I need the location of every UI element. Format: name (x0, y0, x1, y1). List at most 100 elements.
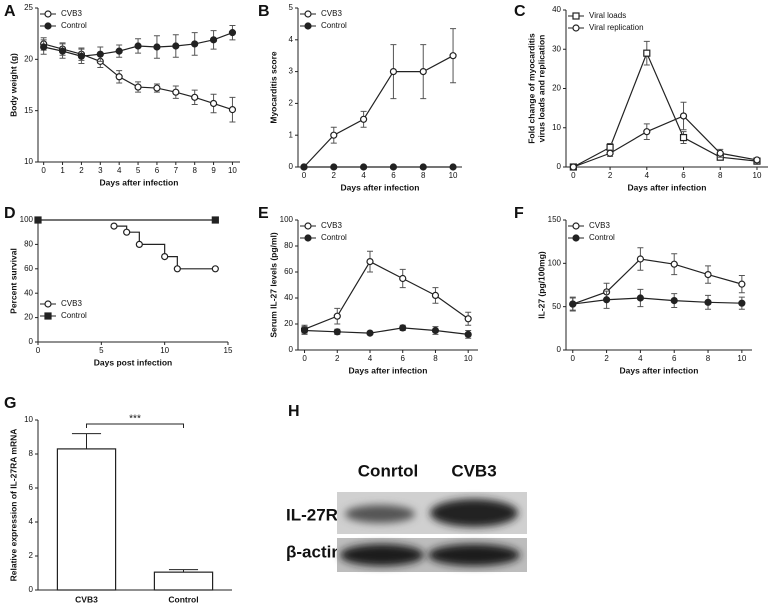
x-tick-label: 0 (41, 166, 46, 175)
x-axis-label: Days after infection (341, 182, 420, 192)
x-tick-label: 8 (192, 166, 197, 175)
y-tick-label: 60 (284, 267, 293, 276)
marker (333, 312, 341, 320)
panel-label: A (4, 3, 16, 20)
x-axis-label: Days post infection (94, 357, 172, 367)
series-line (304, 327, 469, 335)
x-tick-label: 10 (464, 354, 473, 363)
x-axis-label: Days after infection (628, 182, 707, 192)
series-line (573, 51, 758, 168)
marker (153, 84, 161, 92)
x-tick-label: 10 (753, 171, 762, 180)
marker (606, 149, 614, 157)
x-tick-label: 3 (98, 166, 103, 175)
series-line (572, 258, 743, 305)
blot-column: CVB3 (451, 461, 496, 480)
panel-label: B (258, 3, 270, 20)
y-tick-label: 4 (29, 517, 34, 526)
legend-label: Control (321, 21, 347, 30)
series-line (572, 297, 742, 305)
y-tick-label: 40 (284, 293, 293, 302)
legend-label: Control (321, 233, 347, 242)
x-tick-label: 6 (672, 354, 677, 363)
x-tick-label: 2 (608, 171, 613, 180)
y-tick-label: 20 (284, 319, 293, 328)
marker (172, 88, 180, 96)
panel-label: E (258, 205, 269, 222)
marker (704, 271, 712, 279)
legend-label: CVB3 (61, 9, 82, 18)
marker (209, 99, 218, 108)
legend-marker (304, 10, 312, 18)
y-tick-label: 20 (24, 54, 33, 63)
legend-marker (304, 222, 312, 230)
legend-label: Viral loads (589, 11, 626, 20)
y-axis-label: IL-27 (pg/100mg) (536, 251, 546, 319)
legend-marker (304, 234, 312, 242)
panel-label: C (514, 3, 526, 20)
bar (153, 571, 214, 591)
marker (58, 47, 67, 55)
x-tick-label: 6 (155, 166, 160, 175)
y-tick-label: 20 (552, 84, 561, 93)
marker (643, 128, 651, 136)
x-axis-label: Days after infection (100, 177, 179, 187)
blot-column: Conrtol (358, 461, 418, 480)
x-tick-label: 1 (60, 166, 65, 175)
marker (333, 328, 341, 336)
marker (134, 83, 142, 91)
x-axis-label: Days after infection (349, 365, 428, 375)
x-tick-label: 8 (718, 171, 723, 180)
marker (228, 29, 237, 37)
legend-label: Viral replication (589, 23, 644, 32)
marker (464, 330, 472, 338)
y-tick-label: 100 (280, 215, 294, 224)
y-tick-label: 30 (552, 44, 561, 53)
x-tick-label: 4 (638, 354, 643, 363)
marker (110, 222, 118, 230)
marker (115, 73, 123, 81)
y-axis-label: Myocarditis score (268, 51, 278, 124)
blot-row: β-actin (286, 542, 342, 561)
y-tick-label: 60 (24, 264, 33, 273)
x-tick-label: 4 (361, 171, 366, 180)
x-tick-label: 6 (681, 171, 686, 180)
blot-row: IL-27RA (286, 505, 350, 524)
marker (431, 291, 440, 299)
y-tick-label: 40 (552, 5, 561, 14)
marker (419, 163, 427, 171)
marker (330, 131, 338, 139)
marker (449, 163, 457, 171)
annotation: *** (129, 414, 141, 425)
series-line (304, 260, 469, 330)
marker (419, 67, 427, 76)
y-tick-label: 10 (552, 123, 561, 132)
y-tick-label: 5 (289, 3, 294, 12)
marker (173, 265, 181, 273)
marker (77, 52, 86, 60)
y-tick-label: 150 (548, 215, 562, 224)
marker (636, 255, 645, 263)
y-tick-label: 0 (29, 585, 34, 594)
y-tick-label: 3 (289, 67, 294, 76)
x-tick-label: 10 (737, 354, 746, 363)
legend-label: Control (61, 311, 87, 320)
error-bar (168, 569, 199, 573)
marker (134, 42, 142, 50)
y-axis-label: Fold change of myocarditis (526, 33, 536, 144)
marker (399, 274, 407, 283)
legend-label: Control (61, 21, 87, 30)
blot-band (345, 505, 415, 523)
marker (753, 156, 761, 164)
x-tick-label: 2 (604, 354, 609, 363)
y-tick-label: 100 (20, 215, 34, 224)
series-line (303, 55, 454, 168)
marker (300, 163, 308, 171)
blot-band (340, 544, 424, 566)
x-tick-label: 5 (99, 346, 104, 355)
y-tick-label: 10 (24, 415, 33, 424)
y-tick-label: 15 (24, 106, 33, 115)
x-axis-label: Days after infection (620, 365, 699, 375)
x-tick-label: 2 (332, 171, 337, 180)
